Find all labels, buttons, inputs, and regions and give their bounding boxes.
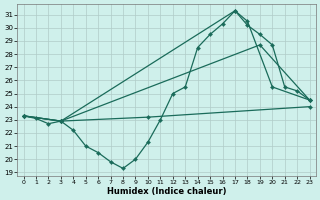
X-axis label: Humidex (Indice chaleur): Humidex (Indice chaleur) — [107, 187, 226, 196]
